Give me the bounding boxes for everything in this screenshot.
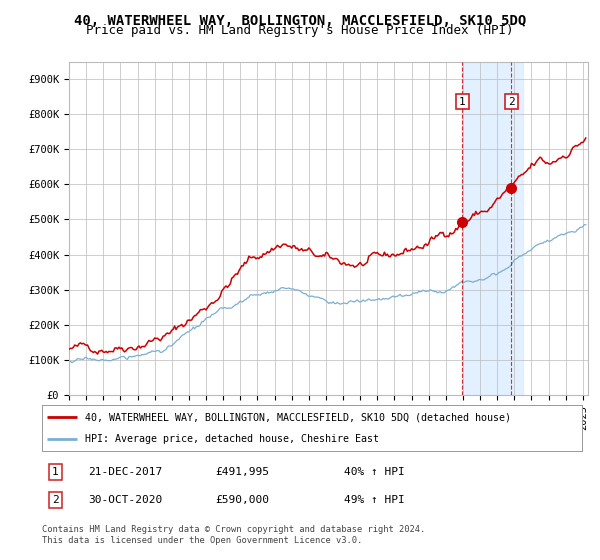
Text: Contains HM Land Registry data © Crown copyright and database right 2024.
This d: Contains HM Land Registry data © Crown c… xyxy=(42,525,425,545)
Text: 1: 1 xyxy=(52,466,59,477)
Text: 40% ↑ HPI: 40% ↑ HPI xyxy=(344,466,405,477)
Text: 49% ↑ HPI: 49% ↑ HPI xyxy=(344,495,405,505)
Text: HPI: Average price, detached house, Cheshire East: HPI: Average price, detached house, Ches… xyxy=(85,435,379,444)
Bar xyxy=(463,62,523,395)
Text: 1: 1 xyxy=(459,96,466,106)
Text: 40, WATERWHEEL WAY, BOLLINGTON, MACCLESFIELD, SK10 5DQ: 40, WATERWHEEL WAY, BOLLINGTON, MACCLESF… xyxy=(74,14,526,28)
Text: 2: 2 xyxy=(508,96,515,106)
Text: 21-DEC-2017: 21-DEC-2017 xyxy=(88,466,162,477)
Text: 40, WATERWHEEL WAY, BOLLINGTON, MACCLESFIELD, SK10 5DQ (detached house): 40, WATERWHEEL WAY, BOLLINGTON, MACCLESF… xyxy=(85,412,511,422)
Text: 30-OCT-2020: 30-OCT-2020 xyxy=(88,495,162,505)
Text: 2: 2 xyxy=(52,495,59,505)
Text: Price paid vs. HM Land Registry's House Price Index (HPI): Price paid vs. HM Land Registry's House … xyxy=(86,24,514,37)
Text: £590,000: £590,000 xyxy=(215,495,269,505)
Text: £491,995: £491,995 xyxy=(215,466,269,477)
